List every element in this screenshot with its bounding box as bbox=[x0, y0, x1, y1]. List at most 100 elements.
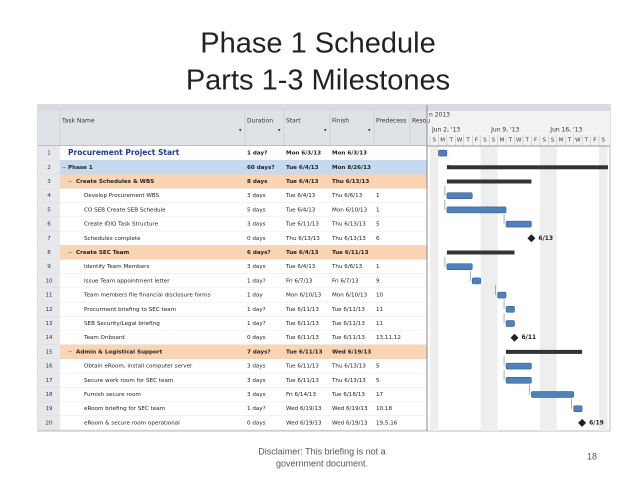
header bbox=[38, 105, 427, 146]
row-number-cell bbox=[38, 330, 60, 345]
gantt-day: W bbox=[516, 138, 522, 144]
cell: Thu 6/13/13 bbox=[331, 222, 366, 228]
milestone bbox=[578, 418, 587, 427]
cell: 5 bbox=[376, 364, 380, 370]
summary-cap bbox=[510, 250, 515, 255]
task-name: Create SEC Team bbox=[76, 250, 129, 256]
row-number: 11 bbox=[46, 293, 53, 299]
cell: Tue 6/4/13 bbox=[285, 193, 316, 199]
cell: 3 days bbox=[247, 364, 266, 370]
cell: 3 days bbox=[247, 392, 266, 398]
row-number: 15 bbox=[46, 349, 53, 355]
cell: 3 days bbox=[247, 193, 266, 199]
cell: Thu 6/13/13 bbox=[332, 179, 369, 185]
cell: Thu 6/6/13 bbox=[331, 193, 363, 199]
cell: 1 day? bbox=[247, 151, 267, 157]
cell: 0 days bbox=[247, 420, 266, 426]
cell: 3 days bbox=[247, 222, 266, 228]
cell: 1 bbox=[376, 193, 380, 199]
gantt-day: F bbox=[534, 138, 537, 144]
gantt-day: T bbox=[524, 138, 529, 144]
cell: Wed 6/19/13 bbox=[332, 406, 368, 412]
cell: Tue 6/11/13 bbox=[285, 364, 319, 370]
gantt-day: S bbox=[542, 138, 546, 144]
weekend-shade bbox=[599, 146, 608, 431]
row-number: 18 bbox=[46, 392, 53, 398]
gantt-day: W bbox=[575, 138, 581, 144]
task-name: Procurement Project Start bbox=[68, 148, 180, 157]
row-bg bbox=[60, 373, 427, 388]
task-name: Issue Team appointment letter bbox=[84, 278, 170, 284]
gantt-day: F bbox=[475, 138, 478, 144]
page-number: 18 bbox=[587, 451, 597, 461]
title-line: Parts 1-3 Milestones bbox=[186, 65, 450, 97]
row-number-cell bbox=[38, 217, 60, 232]
row-number: 3 bbox=[47, 179, 51, 185]
row-number-cell bbox=[38, 231, 60, 246]
gantt-week: Jun 9, '13 bbox=[490, 127, 519, 134]
dropdown: ▾ bbox=[278, 128, 281, 134]
disclaimer: government document. bbox=[276, 458, 368, 468]
disclaimer: Disclaimer: This briefing is not a bbox=[258, 446, 385, 456]
cell: 6 bbox=[376, 236, 380, 242]
cell: Wed 6/19/13 bbox=[332, 420, 368, 426]
row-bg bbox=[60, 202, 427, 217]
cell: Mon 6/3/13 bbox=[286, 151, 321, 157]
cell: 13,11,12 bbox=[376, 335, 401, 341]
cell: Tue 6/4/13 bbox=[285, 264, 316, 270]
row-bg bbox=[60, 316, 427, 331]
row-bg bbox=[60, 160, 427, 175]
cell: 5 days bbox=[247, 207, 266, 213]
cell: 1 bbox=[376, 207, 380, 213]
gantt-day: S bbox=[551, 138, 555, 144]
gantt-week: Jun 16, '13 bbox=[549, 127, 582, 134]
summary-cap bbox=[578, 349, 583, 354]
row-number-cell bbox=[38, 344, 60, 359]
task-name: eRoom briefing for SEC team bbox=[84, 406, 165, 412]
cell: Mon 6/3/13 bbox=[332, 151, 367, 157]
row-number-cell bbox=[38, 188, 60, 203]
task-bar bbox=[497, 291, 507, 299]
summary-cap bbox=[446, 165, 451, 170]
cell: 1 day? bbox=[247, 278, 266, 284]
collapse: − bbox=[68, 250, 72, 256]
task-name: eRoom & secure room operational bbox=[84, 420, 180, 426]
gantt-day: S bbox=[483, 138, 487, 144]
cell: Thu 6/6/13 bbox=[331, 264, 363, 270]
column-header: Predecess bbox=[376, 118, 406, 125]
cell: Tue 6/11/13 bbox=[332, 250, 369, 256]
gantt-day: F bbox=[593, 138, 596, 144]
cell: 5 bbox=[376, 222, 380, 228]
cell: Fri 6/14/13 bbox=[286, 392, 316, 398]
cell: Tue 6/4/13 bbox=[286, 250, 319, 256]
task-name: Secure work room for SEC team bbox=[84, 378, 173, 384]
task-name: Create IDIQ Task Structure bbox=[84, 222, 159, 228]
cell: 3 days bbox=[247, 378, 266, 384]
cell: Tue 6/11/13 bbox=[285, 307, 319, 313]
cell: 60 days? bbox=[247, 165, 275, 171]
cell: 1 day? bbox=[247, 406, 266, 412]
row-number-cell bbox=[38, 401, 60, 416]
title-line: Phase 1 Schedule bbox=[200, 28, 435, 60]
row-number-cell bbox=[38, 273, 60, 288]
summary-bar bbox=[446, 250, 515, 255]
dropdown: ▾ bbox=[368, 128, 371, 134]
cell: Mon 6/10/13 bbox=[332, 207, 368, 213]
cell: 1 day? bbox=[247, 307, 266, 313]
cell: Thu 6/13/13 bbox=[331, 378, 366, 384]
task-bar bbox=[438, 149, 448, 157]
cell: 1 bbox=[376, 264, 380, 270]
task-bar bbox=[505, 220, 532, 228]
row-number-cell bbox=[38, 245, 60, 260]
row-number: 6 bbox=[47, 222, 51, 228]
gantt-month: n 2013 bbox=[429, 112, 450, 119]
dropdown: ▾ bbox=[239, 128, 242, 134]
cell: Mon 6/10/13 bbox=[332, 293, 368, 299]
row-bg bbox=[60, 146, 427, 161]
dropdown: ▾ bbox=[324, 128, 327, 134]
task-bar bbox=[446, 206, 507, 214]
column-header: Resou bbox=[412, 118, 430, 125]
summary-bar bbox=[446, 179, 532, 184]
summary-cap bbox=[446, 250, 451, 255]
